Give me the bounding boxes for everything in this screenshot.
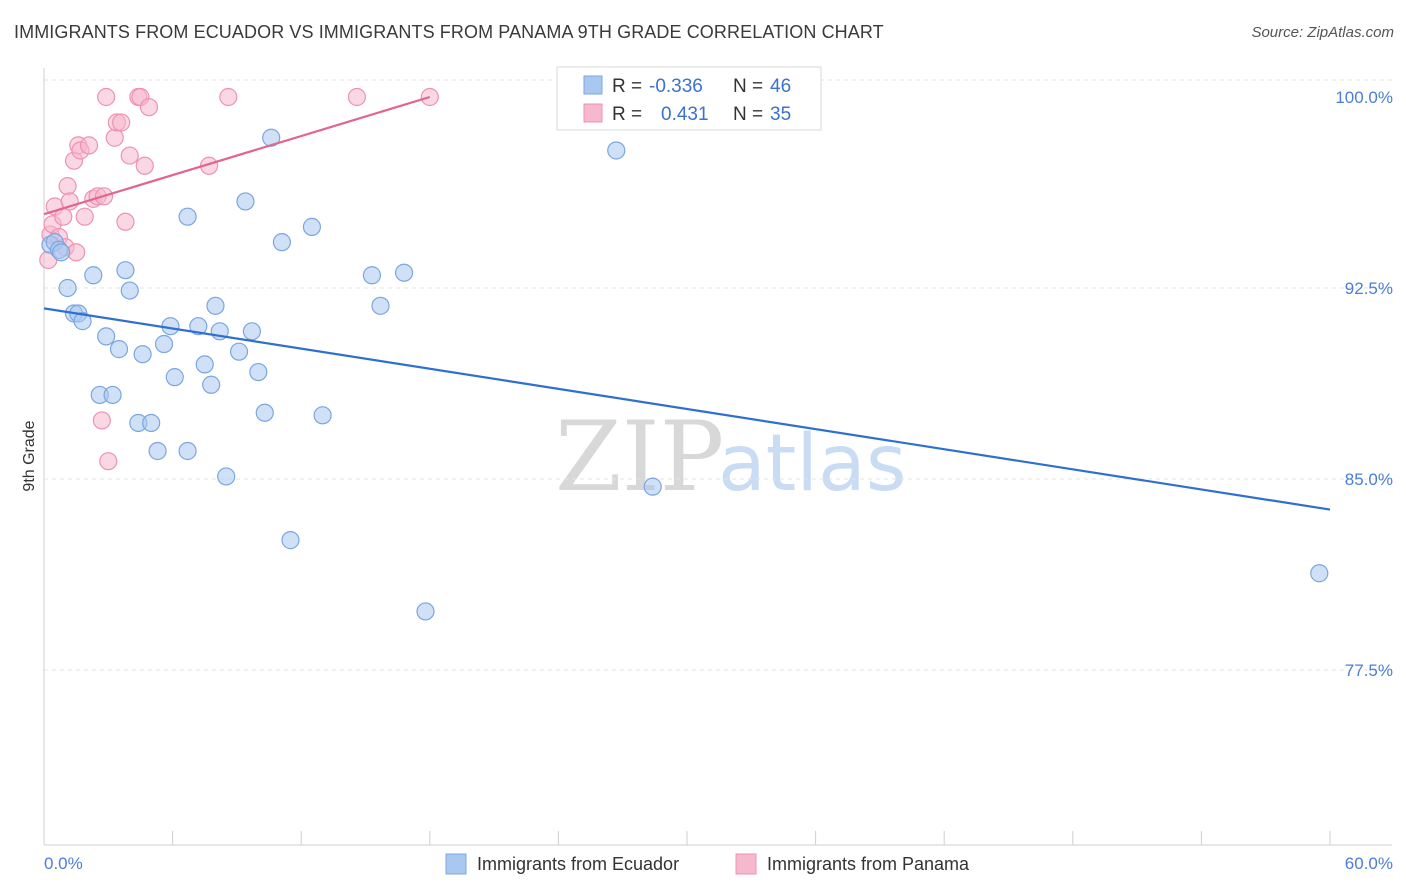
ecuador-point bbox=[643, 477, 662, 496]
ecuador-r-label: R = bbox=[612, 76, 642, 97]
chart-title: IMMIGRANTS FROM ECUADOR VS IMMIGRANTS FR… bbox=[14, 22, 884, 42]
panama-point bbox=[112, 113, 131, 132]
stats-legend: R = -0.336 N = 46 R = 0.431 N = 35 bbox=[556, 66, 822, 131]
ecuador-point bbox=[195, 355, 214, 374]
panama-point bbox=[99, 452, 118, 471]
ecuador-point bbox=[255, 403, 274, 422]
ecuador-point bbox=[313, 406, 332, 425]
ecuador-point bbox=[362, 266, 382, 285]
panama-n-label: N = bbox=[733, 104, 763, 125]
ecuador-point bbox=[178, 207, 197, 226]
legend-panama-label: Immigrants from Panama bbox=[767, 854, 970, 874]
ecuador-point bbox=[154, 334, 174, 354]
panama-point bbox=[97, 87, 116, 107]
panama-r-value: 0.431 bbox=[661, 104, 709, 125]
panama-point bbox=[116, 212, 135, 231]
legend-ecuador-label: Immigrants from Ecuador bbox=[477, 854, 679, 874]
ecuador-point bbox=[229, 342, 249, 361]
ecuador-point bbox=[165, 368, 184, 387]
panama-r-label: R = bbox=[612, 104, 642, 125]
ecuador-point bbox=[133, 345, 152, 364]
y-tick-label: 77.5% bbox=[1345, 661, 1393, 680]
ecuador-r-value: -0.336 bbox=[649, 76, 703, 97]
source-credit: Source: ZipAtlas.com bbox=[1251, 24, 1394, 41]
ecuador-point bbox=[249, 362, 268, 382]
bottom-legend: Immigrants from Ecuador Immigrants from … bbox=[445, 853, 970, 875]
panama-point bbox=[139, 98, 159, 117]
ecuador-point bbox=[202, 375, 221, 394]
ecuador-point bbox=[416, 602, 435, 621]
ecuador-n-label: N = bbox=[733, 76, 763, 97]
watermark-zip: ZIP bbox=[555, 401, 724, 513]
panama-point bbox=[92, 411, 111, 430]
ecuador-point bbox=[281, 531, 300, 550]
ecuador-point bbox=[272, 233, 292, 252]
y-tick-label: 100.0% bbox=[1335, 88, 1393, 107]
ecuador-point bbox=[607, 141, 626, 160]
trend-lines bbox=[43, 95, 1331, 511]
ecuador-point bbox=[84, 266, 103, 285]
ecuador-point bbox=[120, 281, 139, 300]
watermark-atlas: atlas bbox=[718, 419, 907, 509]
ecuador-point bbox=[52, 243, 71, 262]
ecuador-point bbox=[394, 263, 414, 282]
panama-point bbox=[219, 87, 238, 107]
ecuador-point bbox=[116, 261, 135, 280]
panama-point bbox=[120, 146, 139, 165]
ecuador-n-value: 46 bbox=[770, 76, 791, 97]
panama-point bbox=[105, 128, 124, 147]
ecuador-point bbox=[242, 322, 262, 341]
ecuador-point bbox=[109, 340, 129, 359]
panama-point bbox=[347, 87, 367, 107]
panama-point bbox=[58, 177, 77, 196]
ecuador-point bbox=[148, 441, 167, 461]
grid-lines bbox=[44, 79, 1392, 671]
panama-point bbox=[135, 156, 154, 175]
ecuador-point bbox=[302, 217, 322, 236]
ecuador-swatch bbox=[583, 75, 603, 95]
x-axis-ticks bbox=[43, 831, 1331, 845]
ecuador-series bbox=[41, 128, 1329, 621]
ecuador-point bbox=[178, 441, 197, 461]
ecuador-trend-line bbox=[43, 307, 1331, 511]
y-tick-labels: 77.5% 85.0% 92.5% 100.0% bbox=[1335, 88, 1393, 680]
ecuador-point bbox=[142, 413, 161, 433]
panama-point bbox=[75, 207, 94, 226]
y-tick-label: 92.5% bbox=[1345, 279, 1393, 298]
x-tick-label-max: 60.0% bbox=[1345, 854, 1393, 873]
ecuador-point bbox=[1310, 564, 1329, 583]
panama-swatch bbox=[583, 103, 603, 123]
ecuador-point bbox=[97, 327, 116, 346]
ecuador-point bbox=[73, 312, 92, 331]
panama-point bbox=[79, 136, 99, 155]
y-tick-label: 85.0% bbox=[1345, 470, 1393, 489]
panama-n-value: 35 bbox=[770, 104, 791, 125]
ecuador-point bbox=[217, 467, 236, 486]
legend-panama-swatch bbox=[735, 853, 757, 875]
ecuador-point bbox=[103, 385, 122, 405]
ecuador-point bbox=[236, 192, 255, 211]
legend-ecuador-swatch bbox=[445, 853, 467, 875]
y-axis-title: 9th Grade bbox=[21, 420, 38, 491]
ecuador-point bbox=[58, 278, 77, 298]
panama-trend-line bbox=[43, 95, 431, 216]
ecuador-point bbox=[206, 296, 225, 315]
ecuador-point bbox=[189, 317, 208, 336]
x-tick-label-min: 0.0% bbox=[44, 854, 83, 873]
ecuador-point bbox=[371, 296, 390, 315]
